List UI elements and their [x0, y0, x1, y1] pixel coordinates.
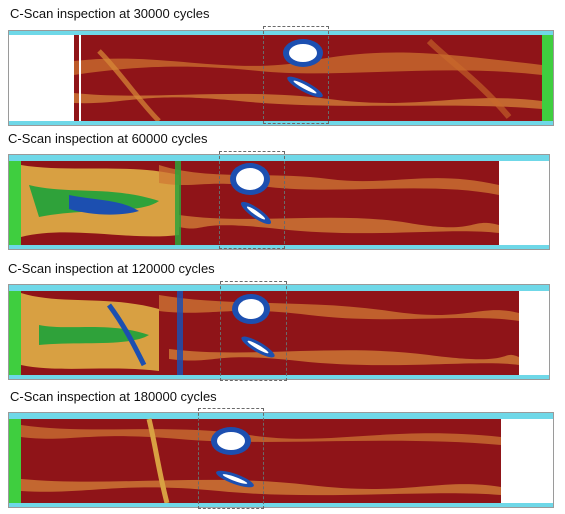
blank-area-right	[499, 161, 549, 245]
side-ruler	[9, 291, 21, 375]
scan-line	[79, 35, 81, 121]
damage-core	[222, 474, 248, 484]
texture-streak	[146, 418, 170, 504]
texture-streak	[175, 161, 181, 245]
top-toolbar	[9, 155, 549, 161]
texture-band	[74, 93, 542, 109]
damage-core	[246, 206, 266, 220]
side-ruler	[9, 419, 21, 503]
texture-streak	[177, 291, 183, 375]
caption-scan-60000: C-Scan inspection at 60000 cycles	[8, 131, 208, 146]
blank-area-left	[9, 35, 74, 121]
bottom-ruler	[9, 245, 549, 249]
bottom-ruler	[9, 375, 549, 379]
cscan-image-120000	[9, 285, 549, 379]
damage-core	[289, 44, 317, 62]
cscan-panel-120000	[8, 284, 550, 380]
caption-scan-180000: C-Scan inspection at 180000 cycles	[10, 389, 217, 404]
top-toolbar	[9, 413, 553, 419]
caption-scan-120000: C-Scan inspection at 120000 cycles	[8, 261, 215, 276]
damage-core	[217, 432, 245, 450]
top-toolbar	[9, 31, 553, 35]
damage-core	[236, 168, 264, 190]
texture-band	[159, 295, 519, 321]
texture-band	[169, 349, 519, 366]
region-of-interest-120000	[220, 281, 287, 381]
texture-region	[69, 195, 139, 215]
cscan-image-30000	[9, 31, 553, 125]
side-ruler	[542, 35, 553, 121]
region-of-interest-60000	[219, 151, 285, 249]
texture-band	[21, 425, 501, 445]
cscan-panel-60000	[8, 154, 550, 250]
bottom-ruler	[9, 503, 553, 507]
blank-area-right	[519, 291, 549, 375]
cscan-panel-30000	[8, 30, 554, 126]
texture-streak	[106, 303, 147, 367]
cscan-image-180000	[9, 413, 553, 507]
texture-streak	[97, 49, 161, 123]
region-of-interest-30000	[263, 26, 329, 124]
texture-region	[39, 325, 149, 345]
texture-streak	[426, 38, 512, 119]
damage-core	[293, 80, 317, 94]
top-toolbar	[9, 285, 549, 291]
blank-area-right	[501, 419, 553, 503]
cscan-panel-180000	[8, 412, 554, 508]
caption-scan-30000: C-Scan inspection at 30000 cycles	[10, 6, 210, 21]
texture-band	[21, 479, 501, 496]
damage-core	[247, 340, 269, 354]
side-ruler	[9, 161, 21, 245]
region-of-interest-180000	[198, 408, 264, 509]
texture-band	[159, 165, 499, 195]
cscan-image-60000	[9, 155, 549, 249]
damage-core	[238, 299, 264, 319]
